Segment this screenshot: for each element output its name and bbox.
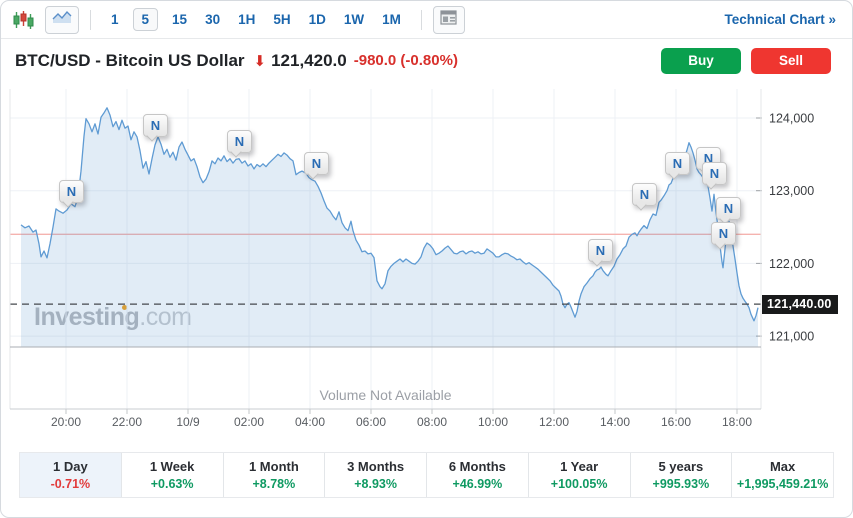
- price-change: -980.0 (-0.80%): [353, 52, 458, 69]
- y-axis-label: 124,000: [769, 112, 814, 126]
- instrument-title: BTC/USD - Bitcoin US Dollar: [15, 50, 245, 70]
- x-axis-label: 02:00: [234, 415, 264, 429]
- x-axis-label: 22:00: [112, 415, 142, 429]
- interval-button-5[interactable]: 5: [132, 7, 159, 31]
- period-tab-1-year[interactable]: 1 Year +100.05%: [527, 453, 630, 497]
- candlestick-chart-icon[interactable]: [13, 10, 34, 30]
- x-axis-label: 14:00: [600, 415, 630, 429]
- watermark-orange-dot: [122, 305, 127, 310]
- interval-button-5h[interactable]: 5H: [273, 11, 291, 27]
- period-tab-label: Max: [769, 459, 796, 474]
- current-price-tag: 121,440.00: [762, 295, 838, 314]
- news-layout-icon: [440, 9, 458, 30]
- toolbar-divider: [90, 9, 91, 30]
- price-area-fill: [21, 107, 758, 347]
- period-tab-change: +995.93%: [652, 477, 710, 491]
- toolbar-divider: [420, 9, 422, 30]
- period-tab-label: 5 years: [658, 459, 704, 474]
- watermark-suffix: .com: [139, 303, 192, 331]
- interval-button-1w[interactable]: 1W: [343, 11, 365, 27]
- y-axis-label: 123,000: [769, 184, 814, 198]
- interval-button-15[interactable]: 15: [172, 11, 188, 27]
- trade-buttons: Buy Sell: [661, 47, 831, 74]
- period-tab-change: +100.05%: [550, 477, 608, 491]
- x-axis-label: 04:00: [295, 415, 325, 429]
- news-marker[interactable]: N: [59, 180, 84, 203]
- chart-area[interactable]: Investing.com 20:00 22:00 10/9 02:00 04:00 06…: [1, 82, 852, 446]
- price-chart-svg: 20:00 22:00 10/9 02:00 04:00 06:00 08:00 10:00 1…: [9, 89, 814, 429]
- period-tab-1-week[interactable]: 1 Week +0.63%: [120, 453, 223, 497]
- x-axis-label: 20:00: [51, 415, 81, 429]
- period-tab-label: 3 Months: [347, 459, 405, 474]
- period-tab-bar: 1 Day -0.71% 1 Week +0.63% 1 Month +8.78% 3 Mo…: [19, 452, 834, 498]
- instrument-header: BTC/USD - Bitcoin US Dollar ⬇ 121,420.0 …: [1, 39, 852, 82]
- period-tab-1-day[interactable]: 1 Day -0.71%: [20, 453, 121, 497]
- sell-button[interactable]: Sell: [751, 47, 831, 74]
- period-tab-change: +8.93%: [354, 477, 397, 491]
- x-axis-label: 16:00: [661, 415, 691, 429]
- period-tab-max[interactable]: Max +1,995,459.21%: [731, 453, 833, 497]
- interval-button-30[interactable]: 30: [205, 11, 221, 27]
- interval-button-group: 1 5 15 30 1H 5H 1D 1W 1M: [102, 7, 410, 31]
- period-tab-change: +0.63%: [150, 477, 194, 491]
- period-tab-change: +8.78%: [252, 477, 296, 491]
- x-axis-label: 10:00: [478, 415, 508, 429]
- news-marker[interactable]: N: [716, 197, 741, 220]
- technical-chart-link[interactable]: Technical Chart »: [724, 12, 836, 27]
- news-marker[interactable]: N: [632, 183, 657, 206]
- news-marker[interactable]: N: [711, 222, 736, 245]
- price-down-arrow-icon: ⬇: [253, 51, 267, 70]
- period-tab-5-years[interactable]: 5 years +995.93%: [629, 453, 732, 497]
- watermark-text: Investing: [34, 303, 140, 331]
- news-marker[interactable]: N: [304, 152, 329, 175]
- buy-button[interactable]: Buy: [661, 47, 741, 74]
- period-tab-1-month[interactable]: 1 Month +8.78%: [222, 453, 325, 497]
- news-marker[interactable]: N: [702, 162, 727, 185]
- period-tab-6-months[interactable]: 6 Months +46.99%: [426, 453, 528, 497]
- period-tab-change: +1,995,459.21%: [736, 477, 829, 491]
- y-axis-label: 121,000: [769, 330, 814, 344]
- interval-button-1m[interactable]: 1M: [382, 11, 401, 27]
- news-marker[interactable]: N: [665, 152, 690, 175]
- x-axis-label: 18:00: [722, 415, 752, 429]
- news-marker[interactable]: N: [227, 130, 252, 153]
- investing-watermark: Investing.com: [34, 303, 192, 332]
- last-price: 121,420.0: [271, 50, 347, 70]
- period-tab-label: 1 Week: [149, 459, 195, 474]
- period-tab-label: 1 Month: [248, 459, 299, 474]
- period-tab-change: +46.99%: [452, 477, 503, 491]
- news-marker[interactable]: N: [588, 239, 613, 262]
- period-tab-label: 1 Year: [560, 459, 599, 474]
- interval-button-1[interactable]: 1: [111, 11, 119, 27]
- volume-note: Volume Not Available: [319, 387, 452, 403]
- news-panel-button[interactable]: [432, 5, 465, 34]
- interval-button-1h[interactable]: 1H: [238, 11, 256, 27]
- area-chart-type-button[interactable]: [45, 5, 79, 34]
- period-tab-label: 6 Months: [448, 459, 506, 474]
- period-tab-label: 1 Day: [53, 459, 88, 474]
- y-axis-label: 122,000: [769, 257, 814, 271]
- x-axis-label: 06:00: [356, 415, 386, 429]
- price-line: [20, 107, 759, 322]
- period-tab-change: -0.71%: [50, 477, 91, 491]
- chart-toolbar: 1 5 15 30 1H 5H 1D 1W 1M Technical Chart »: [1, 1, 852, 39]
- x-axis-label: 12:00: [539, 415, 569, 429]
- x-axis-label: 10/9: [176, 415, 200, 429]
- news-marker[interactable]: N: [143, 114, 168, 137]
- x-axis-label: 08:00: [417, 415, 447, 429]
- period-tab-3-months[interactable]: 3 Months +8.93%: [324, 453, 426, 497]
- area-chart-icon: [52, 10, 72, 29]
- interval-button-1d[interactable]: 1D: [308, 11, 326, 27]
